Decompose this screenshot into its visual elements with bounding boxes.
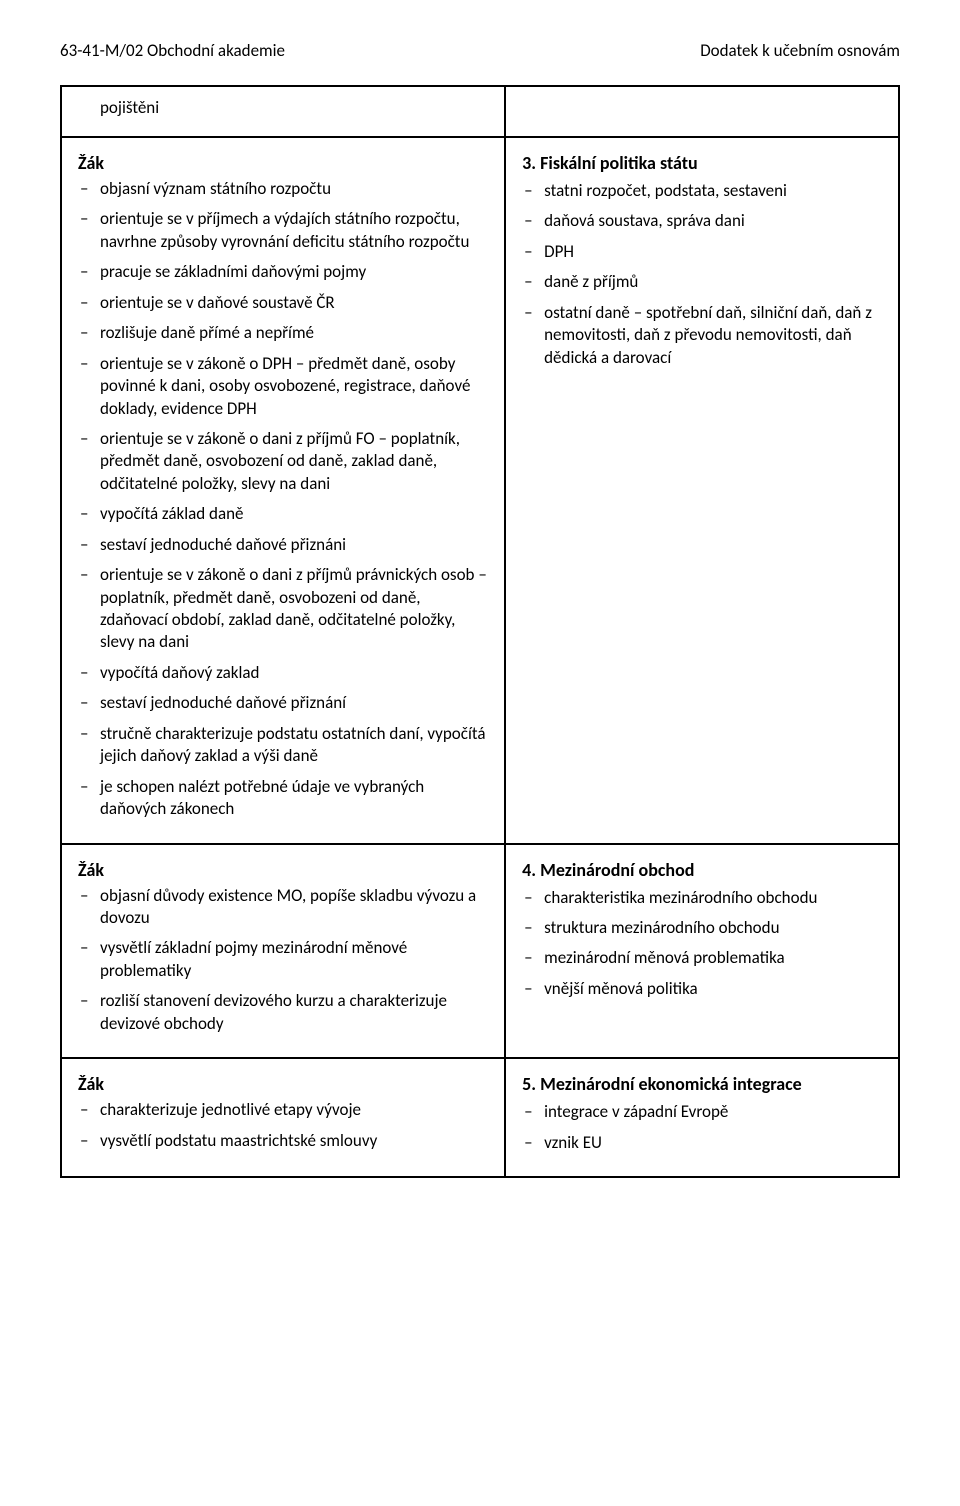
section-number: 3. — [522, 152, 536, 174]
list-item: pracuje se základními daňovými pojmy — [100, 261, 488, 283]
left-list: charakterizuje jednotlivé etapy vývoje v… — [78, 1099, 488, 1152]
list-item: vysvětlí podstatu maastrichtské smlouvy — [100, 1130, 488, 1152]
top-right-cell — [505, 86, 899, 137]
table-row: Žák objasní důvody existence MO, popíše … — [61, 844, 899, 1059]
section-heading: Mezinárodní ekonomická integrace — [540, 1073, 802, 1095]
table-row: pojištěni — [61, 86, 899, 137]
left-cell: Žák objasní význam státního rozpočtu ori… — [61, 137, 505, 844]
list-item: vnější měnová politika — [544, 978, 882, 1000]
list-item: integrace v západní Evropě — [544, 1101, 882, 1123]
section-title: 5. Mezinárodní ekonomická integrace — [522, 1073, 882, 1095]
section-title: 4. Mezinárodní obchod — [522, 859, 882, 881]
list-item: daňová soustava, správa dani — [544, 210, 882, 232]
content-table: pojištěni Žák objasní význam státního ro… — [60, 85, 900, 1178]
list-item: vysvětlí základní pojmy mezinárodní měno… — [100, 937, 488, 982]
right-cell: 3. Fiskální politika státu statni rozpoč… — [505, 137, 899, 844]
list-item: charakteristika mezinárodního obchodu — [544, 887, 882, 909]
list-item: orientuje se v příjmech a výdajích státn… — [100, 208, 488, 253]
top-label: pojištěni — [78, 97, 488, 122]
list-item: statni rozpočet, podstata, sestaveni — [544, 180, 882, 202]
list-item: vznik EU — [544, 1132, 882, 1154]
list-item: struktura mezinárodního obchodu — [544, 917, 882, 939]
list-item: charakterizuje jednotlivé etapy vývoje — [100, 1099, 488, 1121]
header-left: 63-41-M/02 Obchodní akademie — [60, 40, 285, 61]
left-cell: Žák objasní důvody existence MO, popíše … — [61, 844, 505, 1059]
section-number: 5. — [522, 1073, 536, 1095]
list-item: sestaví jednoduché daňové přiznáni — [100, 534, 488, 556]
right-list: integrace v západní Evropě vznik EU — [522, 1101, 882, 1154]
zak-label: Žák — [78, 152, 488, 174]
list-item: orientuje se v zákoně o dani z příjmů FO… — [100, 428, 488, 495]
header-right: Dodatek k učebním osnovám — [700, 40, 900, 61]
list-item: stručně charakterizuje podstatu ostatníc… — [100, 723, 488, 768]
table-row: Žák objasní význam státního rozpočtu ori… — [61, 137, 899, 844]
list-item: orientuje se v zákoně o DPH – předmět da… — [100, 353, 488, 420]
list-item: objasní důvody existence MO, popíše skla… — [100, 885, 488, 930]
table-row: Žák charakterizuje jednotlivé etapy vývo… — [61, 1058, 899, 1177]
list-item: objasní význam státního rozpočtu — [100, 178, 488, 200]
section-heading: Mezinárodní obchod — [540, 859, 694, 881]
page: 63-41-M/02 Obchodní akademie Dodatek k u… — [0, 0, 960, 1228]
list-item: sestaví jednoduché daňové přiznání — [100, 692, 488, 714]
list-item: orientuje se v zákoně o dani z příjmů pr… — [100, 564, 488, 654]
left-list: objasní význam státního rozpočtu orientu… — [78, 178, 488, 821]
list-item: vypočítá základ daně — [100, 503, 488, 525]
right-cell: 5. Mezinárodní ekonomická integrace inte… — [505, 1058, 899, 1177]
list-item: mezinárodní měnová problematika — [544, 947, 882, 969]
zak-label: Žák — [78, 859, 488, 881]
section-title: 3. Fiskální politika státu — [522, 152, 882, 174]
list-item: DPH — [544, 241, 882, 263]
page-header: 63-41-M/02 Obchodní akademie Dodatek k u… — [60, 40, 900, 61]
list-item: rozliší stanovení devizového kurzu a cha… — [100, 990, 488, 1035]
list-item: orientuje se v daňové soustavě ČR — [100, 292, 488, 314]
list-item: rozlišuje daně přímé a nepřímé — [100, 322, 488, 344]
left-list: objasní důvody existence MO, popíše skla… — [78, 885, 488, 1036]
list-item: daně z příjmů — [544, 271, 882, 293]
section-heading: Fiskální politika státu — [540, 152, 698, 174]
right-cell: 4. Mezinárodní obchod charakteristika me… — [505, 844, 899, 1059]
list-item: ostatní daně – spotřební daň, silniční d… — [544, 302, 882, 369]
top-left-cell: pojištěni — [61, 86, 505, 137]
list-item: je schopen nalézt potřebné údaje ve vybr… — [100, 776, 488, 821]
right-list: statni rozpočet, podstata, sestaveni daň… — [522, 180, 882, 369]
left-cell: Žák charakterizuje jednotlivé etapy vývo… — [61, 1058, 505, 1177]
zak-label: Žák — [78, 1073, 488, 1095]
right-list: charakteristika mezinárodního obchodu st… — [522, 887, 882, 1001]
list-item: vypočítá daňový zaklad — [100, 662, 488, 684]
section-number: 4. — [522, 859, 536, 881]
